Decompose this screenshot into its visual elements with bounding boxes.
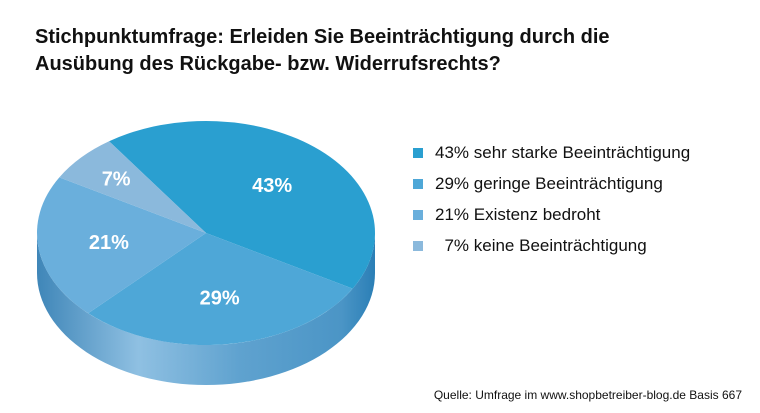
legend-item: 43% sehr starke Beeinträchtigung — [413, 137, 690, 168]
legend-item: 29% geringe Beeinträchtigung — [413, 168, 690, 199]
pie-side — [37, 233, 375, 385]
source-note: Quelle: Umfrage im www.shopbetreiber-blo… — [433, 388, 742, 402]
legend-label: 29% geringe Beeinträchtigung — [435, 173, 663, 193]
legend-swatch — [413, 240, 423, 251]
pie-slice — [109, 121, 375, 289]
title-line-1: Stichpunktumfrage: Erleiden Sie Beeinträ… — [35, 26, 610, 48]
chart-title: Stichpunktumfrage: Erleiden Sie Beeinträ… — [35, 24, 610, 78]
legend-swatch — [413, 209, 423, 220]
pie-slice — [59, 141, 206, 233]
legend-label: 7% keine Beeinträchtigung — [435, 235, 647, 255]
slice-label: 7% — [102, 169, 131, 191]
title-line-2: Ausübung des Rückgabe- bzw. Widerrufsrec… — [35, 53, 501, 75]
slice-label: 21% — [89, 232, 129, 254]
legend-item: 7% keine Beeinträchtigung — [413, 230, 690, 261]
pie-slice — [37, 177, 207, 314]
legend-label: 21% Existenz bedroht — [435, 204, 601, 224]
slice-label: 43% — [252, 175, 292, 197]
legend-swatch — [413, 147, 423, 158]
legend: 43% sehr starke Beeinträchtigung 29% ger… — [413, 137, 690, 261]
pie-slice — [88, 233, 353, 345]
legend-item: 21% Existenz bedroht — [413, 199, 690, 230]
legend-swatch — [413, 178, 423, 189]
slice-label: 29% — [200, 287, 240, 309]
legend-label: 43% sehr starke Beeinträchtigung — [435, 142, 691, 162]
